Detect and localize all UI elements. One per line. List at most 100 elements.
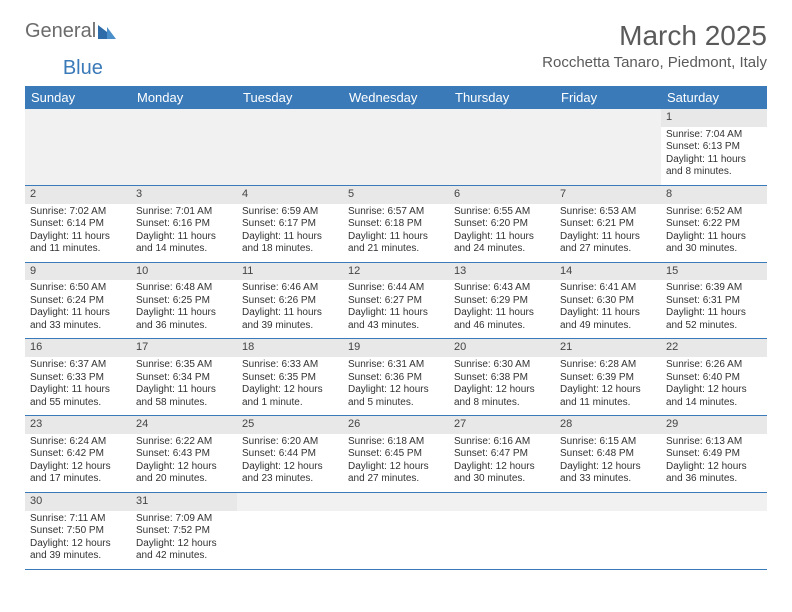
sunset-text: Sunset: 6:36 PM [348,372,444,385]
sunrise-text: Sunrise: 6:28 AM [560,359,656,372]
sunset-text: Sunset: 6:30 PM [560,295,656,308]
sunset-text: Sunset: 6:24 PM [30,295,126,308]
daylight-text: Daylight: 12 hours and 5 minutes. [348,384,444,409]
sunrise-text: Sunrise: 6:26 AM [666,359,762,372]
day-body: Sunrise: 7:01 AMSunset: 6:16 PMDaylight:… [131,204,237,262]
sunrise-text: Sunrise: 6:15 AM [560,436,656,449]
day-body: Sunrise: 6:39 AMSunset: 6:31 PMDaylight:… [661,280,767,338]
daylight-text: Daylight: 12 hours and 1 minute. [242,384,338,409]
calendar-empty [25,109,131,185]
sunrise-text: Sunrise: 6:41 AM [560,282,656,295]
sunrise-text: Sunrise: 6:39 AM [666,282,762,295]
daylight-text: Daylight: 11 hours and 11 minutes. [30,231,126,256]
daylight-text: Daylight: 11 hours and 39 minutes. [242,307,338,332]
day-number: 24 [131,416,237,434]
sunrise-text: Sunrise: 7:02 AM [30,206,126,219]
calendar-day: 29Sunrise: 6:13 AMSunset: 6:49 PMDayligh… [661,416,767,493]
daylight-text: Daylight: 12 hours and 27 minutes. [348,461,444,486]
day-number: 6 [449,186,555,204]
daylight-text: Daylight: 11 hours and 43 minutes. [348,307,444,332]
calendar-day: 3Sunrise: 7:01 AMSunset: 6:16 PMDaylight… [131,185,237,262]
daylight-text: Daylight: 11 hours and 27 minutes. [560,231,656,256]
sunset-text: Sunset: 6:17 PM [242,218,338,231]
sunset-text: Sunset: 6:43 PM [136,448,232,461]
day-body: Sunrise: 7:04 AMSunset: 6:13 PMDaylight:… [661,127,767,185]
calendar-day: 14Sunrise: 6:41 AMSunset: 6:30 PMDayligh… [555,262,661,339]
day-body: Sunrise: 6:33 AMSunset: 6:35 PMDaylight:… [237,357,343,415]
day-body: Sunrise: 6:53 AMSunset: 6:21 PMDaylight:… [555,204,661,262]
daylight-text: Daylight: 12 hours and 8 minutes. [454,384,550,409]
sunrise-text: Sunrise: 6:59 AM [242,206,338,219]
sunset-text: Sunset: 6:22 PM [666,218,762,231]
day-number: 21 [555,339,661,357]
logo: General [25,20,116,43]
sunrise-text: Sunrise: 6:44 AM [348,282,444,295]
column-header: Wednesday [343,86,449,109]
daylight-text: Daylight: 12 hours and 42 minutes. [136,538,232,563]
day-body: Sunrise: 6:55 AMSunset: 6:20 PMDaylight:… [449,204,555,262]
calendar-day: 19Sunrise: 6:31 AMSunset: 6:36 PMDayligh… [343,339,449,416]
column-header: Saturday [661,86,767,109]
calendar-week: 23Sunrise: 6:24 AMSunset: 6:42 PMDayligh… [25,416,767,493]
sunrise-text: Sunrise: 6:35 AM [136,359,232,372]
sunrise-text: Sunrise: 6:55 AM [454,206,550,219]
daylight-text: Daylight: 11 hours and 8 minutes. [666,154,762,179]
calendar-day: 4Sunrise: 6:59 AMSunset: 6:17 PMDaylight… [237,185,343,262]
calendar-day: 24Sunrise: 6:22 AMSunset: 6:43 PMDayligh… [131,416,237,493]
day-number: 14 [555,263,661,281]
day-body: Sunrise: 6:43 AMSunset: 6:29 PMDaylight:… [449,280,555,338]
day-number: 10 [131,263,237,281]
sunset-text: Sunset: 6:13 PM [666,141,762,154]
day-body: Sunrise: 6:26 AMSunset: 6:40 PMDaylight:… [661,357,767,415]
day-body: Sunrise: 6:15 AMSunset: 6:48 PMDaylight:… [555,434,661,492]
day-number: 1 [661,109,767,127]
day-body: Sunrise: 7:11 AMSunset: 7:50 PMDaylight:… [25,511,131,569]
day-body: Sunrise: 6:31 AMSunset: 6:36 PMDaylight:… [343,357,449,415]
daylight-text: Daylight: 11 hours and 46 minutes. [454,307,550,332]
daylight-text: Daylight: 11 hours and 18 minutes. [242,231,338,256]
sunrise-text: Sunrise: 6:46 AM [242,282,338,295]
day-body: Sunrise: 6:46 AMSunset: 6:26 PMDaylight:… [237,280,343,338]
calendar-day: 28Sunrise: 6:15 AMSunset: 6:48 PMDayligh… [555,416,661,493]
day-body: Sunrise: 6:59 AMSunset: 6:17 PMDaylight:… [237,204,343,262]
brand-part2: Blue [63,57,103,80]
day-body: Sunrise: 6:24 AMSunset: 6:42 PMDaylight:… [25,434,131,492]
sunrise-text: Sunrise: 6:24 AM [30,436,126,449]
sunset-text: Sunset: 6:45 PM [348,448,444,461]
calendar-day: 17Sunrise: 6:35 AMSunset: 6:34 PMDayligh… [131,339,237,416]
day-body: Sunrise: 6:35 AMSunset: 6:34 PMDaylight:… [131,357,237,415]
calendar-empty [555,109,661,185]
calendar-empty [555,492,661,569]
calendar-day: 31Sunrise: 7:09 AMSunset: 7:52 PMDayligh… [131,492,237,569]
calendar-day: 10Sunrise: 6:48 AMSunset: 6:25 PMDayligh… [131,262,237,339]
daylight-text: Daylight: 12 hours and 36 minutes. [666,461,762,486]
sunset-text: Sunset: 6:27 PM [348,295,444,308]
day-number: 11 [237,263,343,281]
sunset-text: Sunset: 6:34 PM [136,372,232,385]
day-body: Sunrise: 6:44 AMSunset: 6:27 PMDaylight:… [343,280,449,338]
day-body: Sunrise: 6:20 AMSunset: 6:44 PMDaylight:… [237,434,343,492]
day-number: 8 [661,186,767,204]
calendar-day: 18Sunrise: 6:33 AMSunset: 6:35 PMDayligh… [237,339,343,416]
sunrise-text: Sunrise: 7:01 AM [136,206,232,219]
calendar-day: 22Sunrise: 6:26 AMSunset: 6:40 PMDayligh… [661,339,767,416]
month-title: March 2025 [542,20,767,52]
day-number: 26 [343,416,449,434]
calendar-day: 16Sunrise: 6:37 AMSunset: 6:33 PMDayligh… [25,339,131,416]
sunrise-text: Sunrise: 6:18 AM [348,436,444,449]
calendar-empty [661,492,767,569]
sunset-text: Sunset: 6:25 PM [136,295,232,308]
sunset-text: Sunset: 6:47 PM [454,448,550,461]
sunset-text: Sunset: 6:49 PM [666,448,762,461]
calendar-day: 2Sunrise: 7:02 AMSunset: 6:14 PMDaylight… [25,185,131,262]
calendar-day: 7Sunrise: 6:53 AMSunset: 6:21 PMDaylight… [555,185,661,262]
day-body: Sunrise: 6:18 AMSunset: 6:45 PMDaylight:… [343,434,449,492]
sunrise-text: Sunrise: 6:57 AM [348,206,444,219]
calendar-day: 6Sunrise: 6:55 AMSunset: 6:20 PMDaylight… [449,185,555,262]
daylight-text: Daylight: 12 hours and 33 minutes. [560,461,656,486]
calendar-empty [449,109,555,185]
day-number: 29 [661,416,767,434]
sunset-text: Sunset: 6:18 PM [348,218,444,231]
sunrise-text: Sunrise: 6:22 AM [136,436,232,449]
day-number: 18 [237,339,343,357]
